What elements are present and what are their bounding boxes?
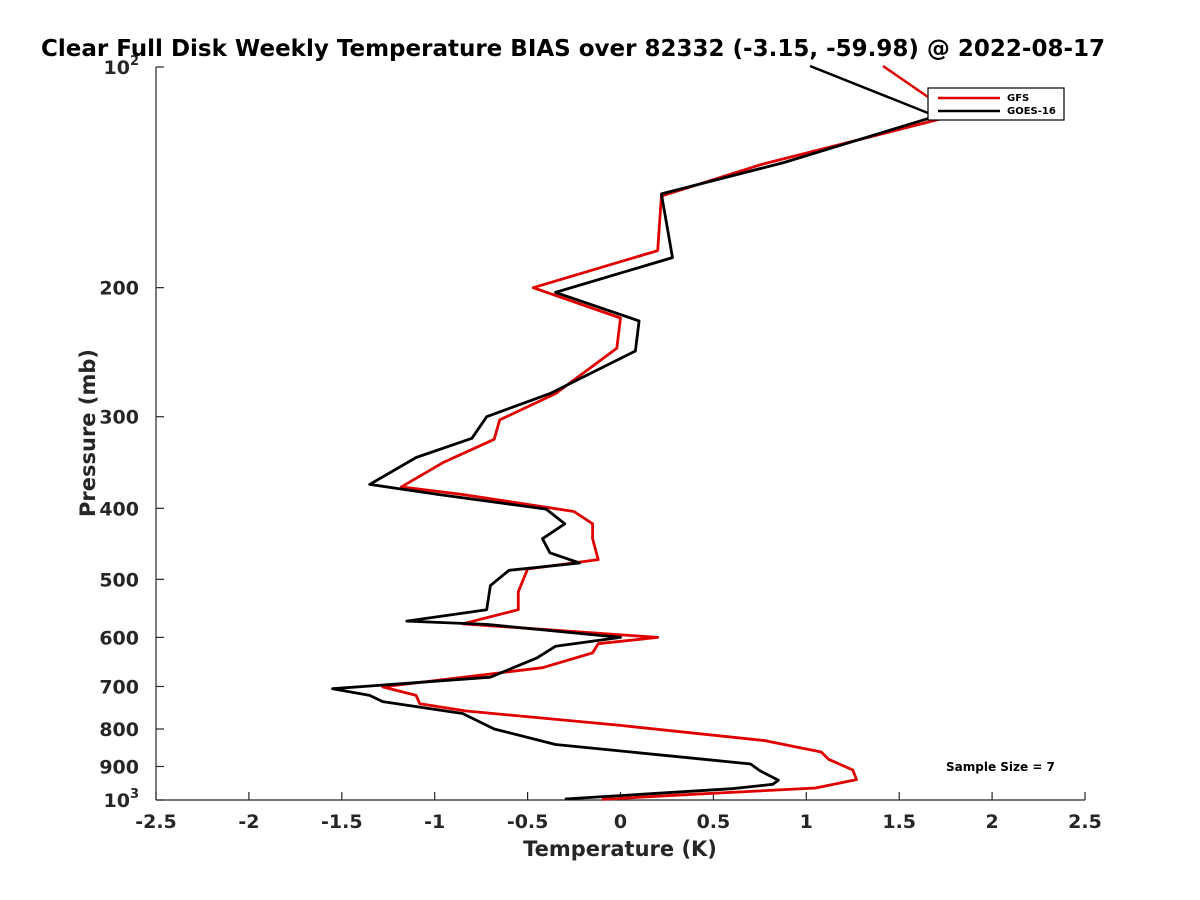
x-tick-label: 2.5 (1068, 811, 1102, 833)
y-tick-label: 900 (99, 756, 139, 778)
series-line-gfs (381, 110, 971, 801)
y-tick-label: 102 (104, 54, 140, 79)
y-tick-label: 200 (99, 278, 139, 300)
x-tick-label: -1 (424, 811, 445, 833)
chart-title: Clear Full Disk Weekly Temperature BIAS … (41, 36, 1105, 62)
y-tick-base: 10 (104, 790, 130, 812)
y-tick-base: 600 (99, 627, 139, 649)
x-ticks: -2.5 -2 -1.5 -1 -0.5 0 0.5 1 1.5 2 2.5 (135, 792, 1102, 833)
x-tick-label: 0 (614, 811, 627, 833)
sample-size-annotation: Sample Size = 7 (946, 760, 1055, 774)
x-tick-label: -1.5 (321, 811, 363, 833)
y-tick-base: 400 (99, 498, 139, 520)
x-tick-label: 2 (985, 811, 998, 833)
x-axis-label: Temperature (K) (523, 837, 717, 861)
legend: GFS GOES-16 (927, 87, 1065, 121)
series-leader-goes-16 (809, 64, 929, 115)
y-tick-label: 500 (99, 569, 139, 591)
x-tick-label: -0.5 (507, 811, 549, 833)
x-tick-label: 1 (800, 811, 813, 833)
y-tick-base: 10 (104, 57, 130, 79)
y-tick-base: 900 (99, 756, 139, 778)
legend-label-goes-16: GOES-16 (1007, 106, 1056, 117)
x-tick-label: 1.5 (882, 811, 916, 833)
y-tick-base: 800 (99, 719, 139, 741)
x-tick-label: 0.5 (697, 811, 731, 833)
y-tick-label: 600 (99, 627, 139, 649)
y-tick-base: 300 (99, 407, 139, 429)
series-line-goes-16 (331, 107, 961, 801)
x-tick-label: -2.5 (135, 811, 177, 833)
legend-label-gfs: GFS (1007, 93, 1029, 104)
y-tick-label: 400 (99, 498, 139, 520)
legend-box (927, 87, 1065, 121)
y-tick-label: 300 (99, 407, 139, 429)
series-leader-gfs (882, 64, 929, 99)
y-tick-exponent: 2 (130, 54, 139, 69)
x-tick-label: -2 (238, 811, 259, 833)
y-tick-label: 800 (99, 719, 139, 741)
y-tick-label: 700 (99, 676, 139, 698)
y-tick-exponent: 3 (130, 787, 139, 802)
y-tick-base: 700 (99, 676, 139, 698)
y-tick-base: 500 (99, 569, 139, 591)
y-tick-label: 103 (104, 787, 140, 812)
y-axis-label: Pressure (mb) (76, 349, 100, 517)
y-tick-base: 200 (99, 278, 139, 300)
